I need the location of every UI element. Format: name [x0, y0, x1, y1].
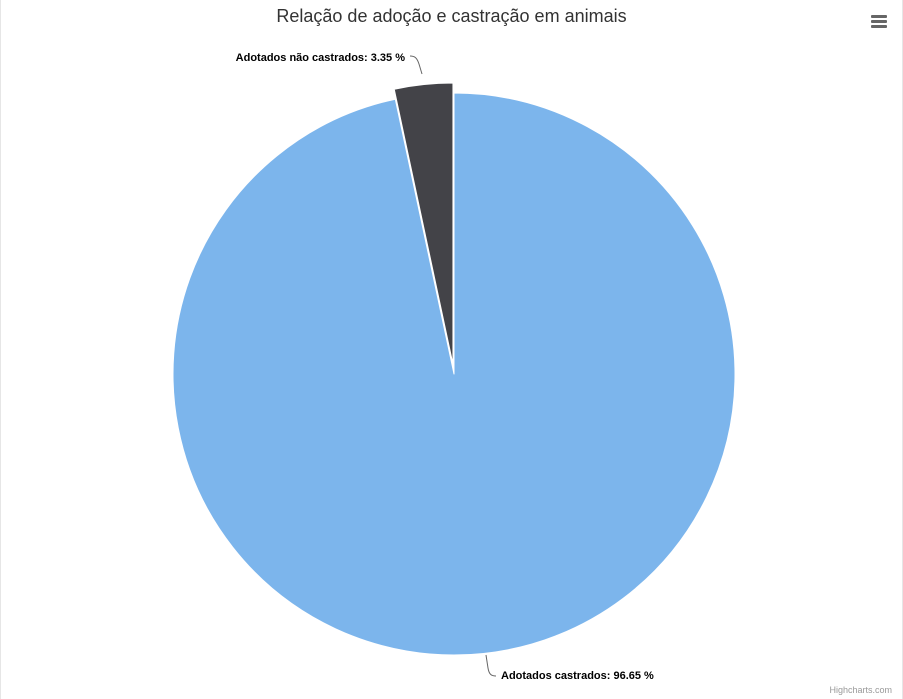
pie-slices [172, 82, 736, 656]
data-label-adotados-castrados: Adotados castrados: 96.65 % [501, 670, 654, 682]
data-labels: Adotados não castrados: 3.35 % Adotados … [236, 52, 654, 682]
data-label-adotados-nao-castrados: Adotados não castrados: 3.35 % [236, 52, 406, 64]
connector-adotados-castrados [485, 654, 497, 677]
chart-title: Relação de adoção e castração em animais [276, 6, 627, 26]
hamburger-menu-icon[interactable] [868, 10, 890, 32]
pie-slice-adotados-castrados[interactable] [172, 92, 736, 656]
pie-slice-adotados-nao-castrados[interactable] [393, 82, 454, 365]
credits-link[interactable]: Highcharts.com [829, 685, 892, 695]
connector-adotados-nao-castrados [409, 55, 423, 75]
label-connectors [409, 55, 497, 677]
